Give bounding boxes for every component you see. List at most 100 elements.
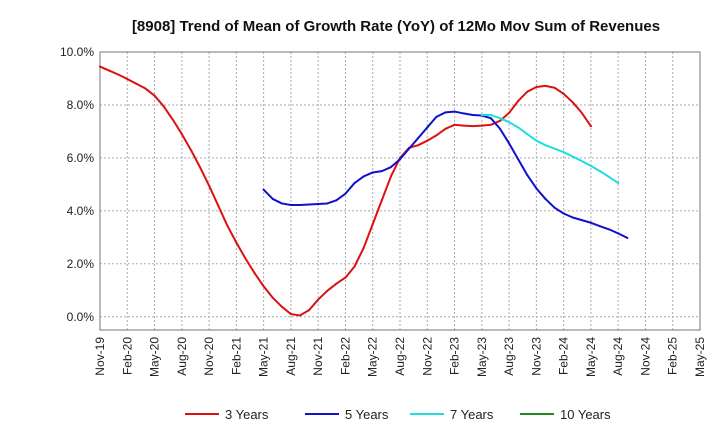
data-point-5-years: [462, 112, 465, 115]
x-tick-label: Nov-21: [311, 337, 325, 376]
legend-label-3-years: 3 Years: [225, 407, 269, 422]
legend-label-7-years: 7 Years: [450, 407, 494, 422]
series-line-5-years: [262, 110, 629, 239]
data-point-3-years: [371, 223, 374, 226]
y-tick-label: 4.0%: [67, 204, 95, 218]
data-point-3-years: [508, 111, 511, 114]
data-point-3-years: [199, 166, 201, 169]
x-tick-label: Nov-23: [529, 337, 543, 376]
data-point-3-years: [244, 257, 247, 260]
x-tick-label: May-20: [148, 337, 162, 377]
data-point-3-years: [553, 86, 556, 89]
data-point-3-years: [289, 313, 292, 316]
data-point-3-years: [362, 246, 365, 249]
data-point-3-years: [162, 105, 165, 108]
x-tick-label: May-24: [584, 337, 598, 377]
data-point-5-years: [289, 204, 292, 207]
data-point-7-years: [544, 144, 547, 147]
x-tick-label: Aug-21: [284, 337, 298, 376]
series-line-7-years: [480, 114, 620, 185]
data-point-5-years: [371, 171, 374, 174]
data-point-3-years: [153, 94, 156, 97]
axes: 0.0% 2.0% 4.0% 6.0% 8.0% 10.0% Nov-19 Feb-20 May…: [60, 45, 707, 377]
series-layer: [99, 65, 629, 317]
data-point-7-years: [580, 160, 583, 163]
data-point-3-years: [235, 241, 238, 244]
data-point-7-years: [553, 147, 556, 150]
data-point-5-years: [299, 204, 301, 207]
x-tick-label: May-25: [693, 337, 707, 377]
data-point-5-years: [562, 212, 565, 215]
data-point-5-years: [408, 147, 411, 150]
data-point-3-years: [489, 123, 492, 126]
data-point-3-years: [471, 125, 474, 128]
data-point-3-years: [417, 144, 420, 147]
data-point-5-years: [626, 236, 629, 239]
y-tick-label: 2.0%: [67, 257, 95, 271]
legend-label-5-years: 5 Years: [345, 407, 389, 422]
data-point-5-years: [580, 219, 583, 222]
x-tick-label: Feb-23: [448, 337, 462, 375]
x-tick-label: Nov-24: [638, 337, 652, 376]
data-point-3-years: [544, 84, 547, 87]
legend: 3 Years 5 Years 7 Years 10 Years: [185, 407, 611, 422]
plot-frame: [99, 51, 701, 331]
data-point-5-years: [489, 117, 492, 120]
data-point-5-years: [608, 228, 611, 231]
data-point-5-years: [571, 216, 574, 219]
data-point-5-years: [362, 175, 365, 178]
data-point-3-years: [526, 90, 529, 93]
data-point-7-years: [526, 133, 529, 136]
data-point-5-years: [499, 127, 501, 130]
data-point-3-years: [453, 123, 456, 126]
data-point-5-years: [599, 225, 601, 228]
data-point-5-years: [335, 199, 338, 202]
data-point-3-years: [562, 92, 565, 95]
data-point-5-years: [544, 197, 547, 200]
data-point-3-years: [462, 124, 465, 127]
data-point-3-years: [444, 127, 447, 130]
data-point-3-years: [535, 85, 538, 88]
data-point-7-years: [617, 182, 620, 185]
data-point-5-years: [444, 111, 447, 114]
data-point-3-years: [208, 184, 211, 187]
data-point-3-years: [517, 99, 520, 102]
x-tick-label: May-23: [475, 337, 489, 377]
grid: [100, 51, 700, 330]
data-point-5-years: [508, 142, 511, 145]
x-tick-label: Feb-20: [120, 337, 134, 375]
data-point-3-years: [253, 272, 256, 275]
data-point-3-years: [335, 282, 338, 285]
data-point-5-years: [308, 203, 311, 206]
data-point-3-years: [271, 296, 274, 299]
x-tick-label: Feb-21: [229, 337, 243, 375]
x-tick-label: Feb-22: [338, 337, 352, 375]
x-tick-label: Nov-22: [420, 337, 434, 376]
data-point-3-years: [380, 199, 383, 202]
data-point-3-years: [144, 87, 147, 90]
x-tick-label: Feb-24: [557, 337, 571, 375]
data-point-3-years: [117, 73, 120, 76]
data-point-3-years: [126, 78, 129, 81]
data-point-7-years: [480, 114, 483, 117]
data-point-3-years: [99, 65, 101, 68]
data-point-7-years: [589, 164, 592, 167]
data-point-3-years: [108, 69, 111, 72]
data-point-7-years: [599, 170, 601, 173]
data-point-5-years: [262, 188, 265, 191]
series-5-years: [262, 110, 629, 239]
y-tick-label: 6.0%: [67, 151, 95, 165]
data-point-7-years: [499, 117, 501, 120]
data-point-3-years: [571, 101, 574, 104]
data-point-5-years: [471, 114, 474, 117]
data-point-3-years: [180, 133, 183, 136]
x-tick-label: Nov-19: [93, 337, 107, 376]
y-tick-label: 0.0%: [67, 310, 95, 324]
data-point-5-years: [317, 202, 320, 205]
data-point-3-years: [135, 82, 138, 85]
data-point-5-years: [435, 115, 438, 118]
data-point-5-years: [589, 221, 592, 224]
data-point-7-years: [571, 155, 574, 158]
